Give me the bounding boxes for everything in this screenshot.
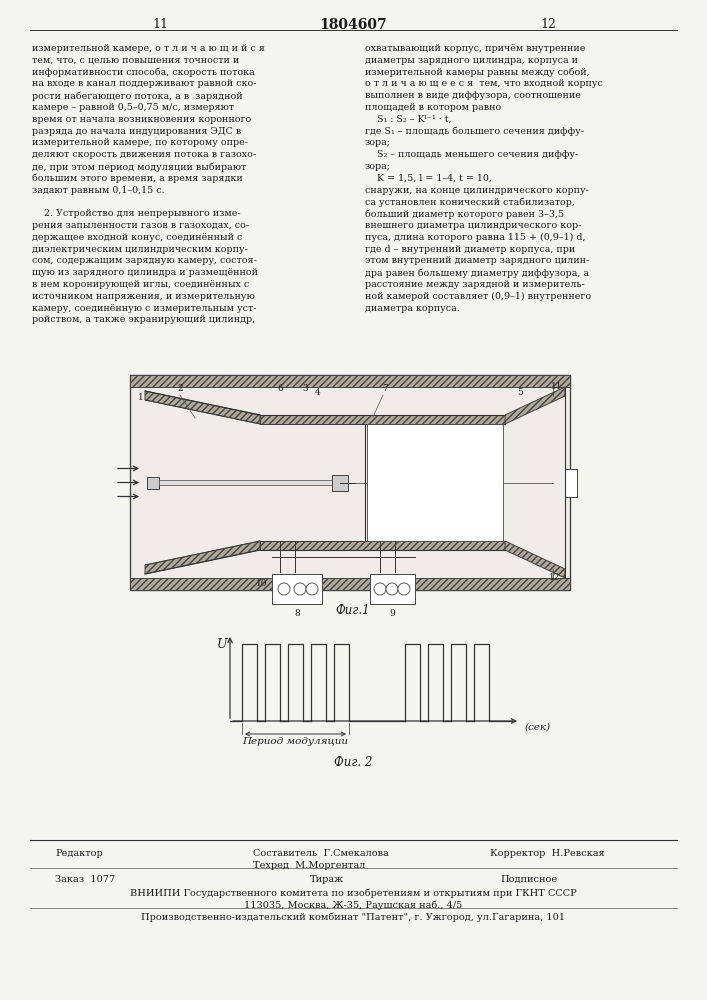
Text: где S₁ – площадь большего сечения диффу-: где S₁ – площадь большего сечения диффу- <box>365 127 584 136</box>
Circle shape <box>374 583 386 595</box>
Bar <box>370 574 415 604</box>
Text: 11: 11 <box>551 382 563 391</box>
Bar <box>565 468 577 496</box>
Text: деляют скорость движения потока в газохо-: деляют скорость движения потока в газохо… <box>32 150 256 159</box>
Text: время от начала возникновения коронного: время от начала возникновения коронного <box>32 115 251 124</box>
Text: 12: 12 <box>549 573 560 582</box>
Text: разряда до начала индуцирования ЭДС в: разряда до начала индуцирования ЭДС в <box>32 127 241 136</box>
Text: ВНИИПИ Государственного комитета по изобретениям и открытиям при ГКНТ СССР: ВНИИПИ Государственного комитета по изоб… <box>129 889 576 898</box>
Text: рости набегающего потока, а в  зарядной: рости набегающего потока, а в зарядной <box>32 91 243 101</box>
Text: 5: 5 <box>517 388 523 397</box>
Text: Техред  М.Моргентал: Техред М.Моргентал <box>253 861 366 870</box>
Bar <box>260 541 505 550</box>
Text: снаружи, на конце цилиндрического корпу-: снаружи, на конце цилиндрического корпу- <box>365 186 589 195</box>
Text: 2: 2 <box>177 384 183 393</box>
Text: Производственно-издательский комбинат "Патент", г. Ужгород, ул.Гагарина, 101: Производственно-издательский комбинат "П… <box>141 913 565 922</box>
Text: 11: 11 <box>152 18 168 31</box>
Text: 2. Устройство для непрерывного изме-: 2. Устройство для непрерывного изме- <box>32 209 240 218</box>
Text: са установлен конический стабилизатор,: са установлен конический стабилизатор, <box>365 197 575 207</box>
Text: камеру, соединённую с измерительным уст-: камеру, соединённую с измерительным уст- <box>32 304 257 313</box>
Polygon shape <box>505 387 565 424</box>
Circle shape <box>278 583 290 595</box>
Bar <box>130 375 570 590</box>
Text: информативности способа, скорость потока: информативности способа, скорость потока <box>32 68 255 77</box>
Text: Корректор  Н.Ревская: Корректор Н.Ревская <box>490 849 604 858</box>
Text: где d – внутренний диаметр корпуса, при: где d – внутренний диаметр корпуса, при <box>365 245 575 254</box>
Text: (сек): (сек) <box>525 723 551 732</box>
Text: измерительной камере, по которому опре-: измерительной камере, по которому опре- <box>32 138 248 147</box>
Text: этом внутренний диаметр зарядного цилин-: этом внутренний диаметр зарядного цилин- <box>365 256 589 265</box>
Text: зора;: зора; <box>365 162 391 171</box>
Text: в нем коронирующей иглы, соединённых с: в нем коронирующей иглы, соединённых с <box>32 280 250 289</box>
Bar <box>130 375 570 387</box>
Text: ройством, а также экранирующий цилиндр,: ройством, а также экранирующий цилиндр, <box>32 315 255 324</box>
Text: измерительной камеры равны между собой,: измерительной камеры равны между собой, <box>365 68 590 77</box>
Text: зора;: зора; <box>365 138 391 147</box>
Text: о т л и ч а ю щ е е с я  тем, что входной корпус: о т л и ч а ю щ е е с я тем, что входной… <box>365 79 603 88</box>
Text: рения запыленности газов в газоходах, со-: рения запыленности газов в газоходах, со… <box>32 221 249 230</box>
Text: 1804607: 1804607 <box>319 18 387 32</box>
Text: 9: 9 <box>390 609 395 618</box>
Text: U: U <box>217 638 227 651</box>
Text: Заказ  1077: Заказ 1077 <box>55 875 115 884</box>
Text: охватывающий корпус, причём внутренние: охватывающий корпус, причём внутренние <box>365 44 585 53</box>
Text: сом, содержащим зарядную камеру, состоя-: сом, содержащим зарядную камеру, состоя- <box>32 256 257 265</box>
Polygon shape <box>145 541 260 574</box>
Text: диэлектрическим цилиндрическим корпу-: диэлектрическим цилиндрическим корпу- <box>32 245 248 254</box>
Text: Фиг.1: Фиг.1 <box>336 604 370 617</box>
Text: площадей в котором равно: площадей в котором равно <box>365 103 501 112</box>
Text: диаметра корпуса.: диаметра корпуса. <box>365 304 460 313</box>
Bar <box>367 424 503 541</box>
Bar <box>147 477 159 488</box>
Text: 113035, Москва, Ж-35, Раушская наб., 4/5: 113035, Москва, Ж-35, Раушская наб., 4/5 <box>244 901 462 910</box>
Text: Составитель  Г.Смекалова: Составитель Г.Смекалова <box>253 849 389 858</box>
Polygon shape <box>505 541 565 578</box>
Bar <box>332 475 348 490</box>
Text: на входе в канал поддерживают равной ско-: на входе в канал поддерживают равной ско… <box>32 79 257 88</box>
Circle shape <box>398 583 410 595</box>
Bar <box>272 574 322 604</box>
Circle shape <box>306 583 318 595</box>
Text: 10: 10 <box>255 579 267 588</box>
Text: большим этого времени, а время зарядки: большим этого времени, а время зарядки <box>32 174 243 183</box>
Text: Период модуляции: Период модуляции <box>243 737 349 746</box>
Bar <box>159 480 340 485</box>
Text: диаметры зарядного цилиндра, корпуса и: диаметры зарядного цилиндра, корпуса и <box>365 56 578 65</box>
Text: больший диаметр которого равен 3–3,5: больший диаметр которого равен 3–3,5 <box>365 209 564 219</box>
Text: задают равным 0,1–0,15 с.: задают равным 0,1–0,15 с. <box>32 186 165 195</box>
Text: внешнего диаметра цилиндрического кор-: внешнего диаметра цилиндрического кор- <box>365 221 581 230</box>
Text: 4: 4 <box>315 388 321 397</box>
Text: 6: 6 <box>277 384 283 393</box>
Text: 8: 8 <box>294 609 300 618</box>
Bar <box>130 578 570 590</box>
Text: де, при этом период модуляции выбирают: де, при этом период модуляции выбирают <box>32 162 246 172</box>
Text: Подписное: Подписное <box>500 875 557 884</box>
Text: щую из зарядного цилиндра и размещённой: щую из зарядного цилиндра и размещённой <box>32 268 258 277</box>
Text: ной камерой составляет (0,9–1) внутреннего: ной камерой составляет (0,9–1) внутренне… <box>365 292 591 301</box>
Text: пуса, длина которого равна 115 + (0,9–1) d,: пуса, длина которого равна 115 + (0,9–1)… <box>365 233 585 242</box>
Text: держащее входной конус, соединённый с: держащее входной конус, соединённый с <box>32 233 243 242</box>
Text: камере – равной 0,5–0,75 м/с, измеряют: камере – равной 0,5–0,75 м/с, измеряют <box>32 103 234 112</box>
Text: 1: 1 <box>138 393 144 402</box>
Text: тем, что, с целью повышения точности и: тем, что, с целью повышения точности и <box>32 56 239 65</box>
Text: дра равен большему диаметру диффузора, а: дра равен большему диаметру диффузора, а <box>365 268 589 278</box>
Bar <box>260 415 505 424</box>
Text: 12: 12 <box>540 18 556 31</box>
Text: расстояние между зарядной и измеритель-: расстояние между зарядной и измеритель- <box>365 280 585 289</box>
Text: S₁ : S₂ – Kˡ⁻¹ · t,: S₁ : S₂ – Kˡ⁻¹ · t, <box>365 115 452 124</box>
Text: Редактор: Редактор <box>55 849 103 858</box>
Circle shape <box>294 583 306 595</box>
Text: выполнен в виде диффузора, соотношение: выполнен в виде диффузора, соотношение <box>365 91 581 100</box>
Text: 7: 7 <box>382 384 388 393</box>
Text: измерительной камере, о т л и ч а ю щ и й с я: измерительной камере, о т л и ч а ю щ и … <box>32 44 265 53</box>
Circle shape <box>386 583 398 595</box>
Text: K = 1,5, l = 1–4, t = 10,: K = 1,5, l = 1–4, t = 10, <box>365 174 492 183</box>
Text: Тираж: Тираж <box>310 875 344 884</box>
Text: 3: 3 <box>302 384 308 393</box>
Text: S₂ – площадь меньшего сечения диффу-: S₂ – площадь меньшего сечения диффу- <box>365 150 578 159</box>
Polygon shape <box>145 391 260 424</box>
Text: источником напряжения, и измерительную: источником напряжения, и измерительную <box>32 292 255 301</box>
Text: Фиг. 2: Фиг. 2 <box>334 756 372 769</box>
